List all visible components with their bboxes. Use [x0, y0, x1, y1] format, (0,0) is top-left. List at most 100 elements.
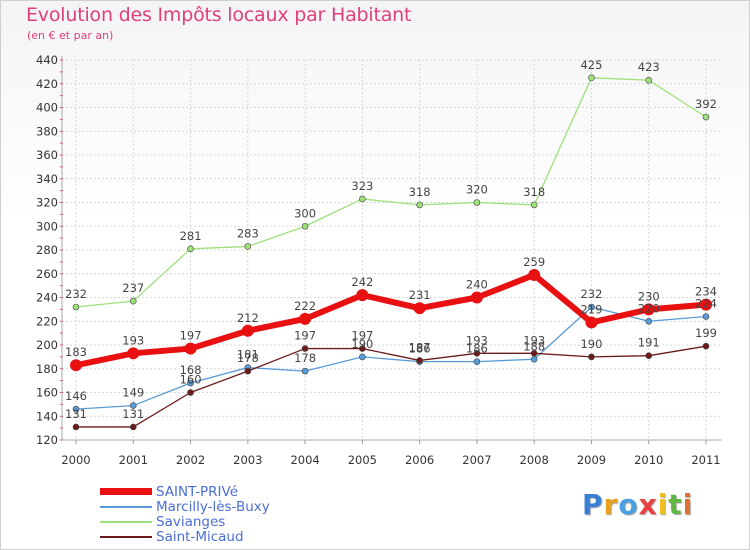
data-label: 237 — [122, 281, 144, 295]
logo-letter: t — [668, 488, 683, 521]
data-label: 197 — [180, 329, 202, 343]
data-label: 219 — [580, 302, 602, 316]
data-point — [585, 316, 598, 329]
y-tick-label: 400 — [36, 101, 58, 115]
legend-item: Saint-Micaud — [100, 529, 270, 545]
data-point — [301, 345, 309, 352]
data-label: 240 — [466, 278, 488, 292]
data-point — [187, 379, 194, 387]
data-label: 190 — [580, 337, 602, 351]
data-point — [702, 313, 710, 320]
data-point — [470, 291, 483, 304]
data-label: 283 — [237, 226, 259, 240]
data-label: 199 — [695, 326, 717, 340]
y-tick-label: 220 — [36, 314, 58, 328]
series-line-1 — [75, 306, 707, 410]
data-point — [72, 423, 80, 431]
legend-label: Marcilly-lès-Buxy — [156, 498, 270, 515]
data-label: 318 — [409, 185, 431, 199]
data-point — [530, 350, 538, 357]
x-tick-label: 2005 — [348, 453, 377, 467]
data-label: 193 — [466, 333, 488, 347]
data-point — [301, 222, 309, 230]
data-label: 146 — [65, 389, 87, 403]
data-label: 242 — [351, 275, 373, 289]
data-label: 191 — [638, 336, 660, 350]
data-point — [184, 342, 197, 355]
data-point — [588, 74, 595, 82]
data-point — [127, 347, 140, 360]
logo-letter: r — [603, 488, 619, 521]
legend-label: Savianges — [156, 513, 226, 530]
data-label: 320 — [466, 183, 488, 197]
data-point — [359, 195, 366, 203]
data-label: 149 — [122, 386, 144, 400]
data-label: 178 — [237, 351, 259, 365]
data-point — [187, 245, 194, 253]
data-label: 224 — [695, 297, 717, 311]
data-point — [530, 201, 538, 209]
data-point — [413, 302, 426, 315]
chart-subtitle: (en € et par an) — [27, 29, 114, 42]
data-point — [187, 389, 194, 396]
data-label: 300 — [294, 206, 316, 220]
data-point — [530, 355, 538, 363]
y-tick-label: 380 — [36, 124, 58, 138]
legend-swatch — [100, 488, 152, 495]
logo-letter: i — [682, 488, 694, 521]
data-point — [359, 345, 366, 352]
data-point — [473, 350, 481, 357]
y-tick-label: 320 — [36, 196, 58, 210]
legend-label: SAINT-PRIVé — [156, 483, 239, 500]
data-label: 392 — [695, 97, 717, 111]
data-point — [301, 367, 309, 375]
y-tick-label: 420 — [36, 77, 58, 91]
data-point — [129, 297, 137, 305]
data-label: 230 — [638, 289, 660, 303]
data-point — [129, 402, 137, 409]
x-tick-label: 2002 — [176, 453, 205, 467]
legend-swatch — [100, 535, 152, 538]
data-point — [299, 312, 312, 325]
data-label: 131 — [65, 407, 87, 421]
logo-letter: i — [657, 488, 669, 521]
legend-item: SAINT-PRIVé — [100, 483, 270, 500]
data-point — [244, 243, 252, 250]
data-point — [70, 359, 82, 372]
data-label: 193 — [523, 333, 545, 347]
data-point — [416, 357, 423, 364]
data-label: 281 — [180, 229, 202, 243]
data-label: 190 — [351, 337, 373, 351]
y-tick-label: 340 — [36, 172, 58, 186]
data-point — [72, 405, 80, 413]
data-label: 212 — [237, 311, 259, 325]
data-label: 186 — [466, 342, 488, 356]
data-point — [645, 352, 653, 359]
data-point — [356, 289, 369, 302]
legend-item: Savianges — [100, 513, 270, 530]
data-label: 188 — [523, 339, 545, 353]
legend-swatch — [100, 505, 152, 508]
logo-letter: o — [618, 488, 639, 521]
x-tick-label: 2003 — [233, 453, 262, 467]
data-label: 181 — [237, 348, 259, 362]
data-label: 323 — [351, 179, 373, 193]
logo-letter: x — [638, 488, 658, 521]
data-point — [244, 367, 252, 375]
x-tick-label: 2009 — [577, 453, 606, 467]
data-label: 160 — [180, 373, 202, 387]
series-line-3 — [76, 345, 707, 428]
data-point — [645, 76, 653, 84]
data-label: 222 — [294, 299, 316, 313]
data-point — [588, 303, 595, 311]
data-point — [700, 298, 712, 311]
data-point — [588, 353, 595, 361]
data-point — [702, 113, 710, 121]
logo-letter: P — [582, 488, 604, 521]
data-point — [129, 423, 137, 431]
data-label: 231 — [409, 288, 431, 302]
data-label: 425 — [580, 58, 602, 72]
chart-title: Evolution des Impôts locaux par Habitant — [26, 4, 412, 26]
data-label: 234 — [695, 285, 717, 299]
